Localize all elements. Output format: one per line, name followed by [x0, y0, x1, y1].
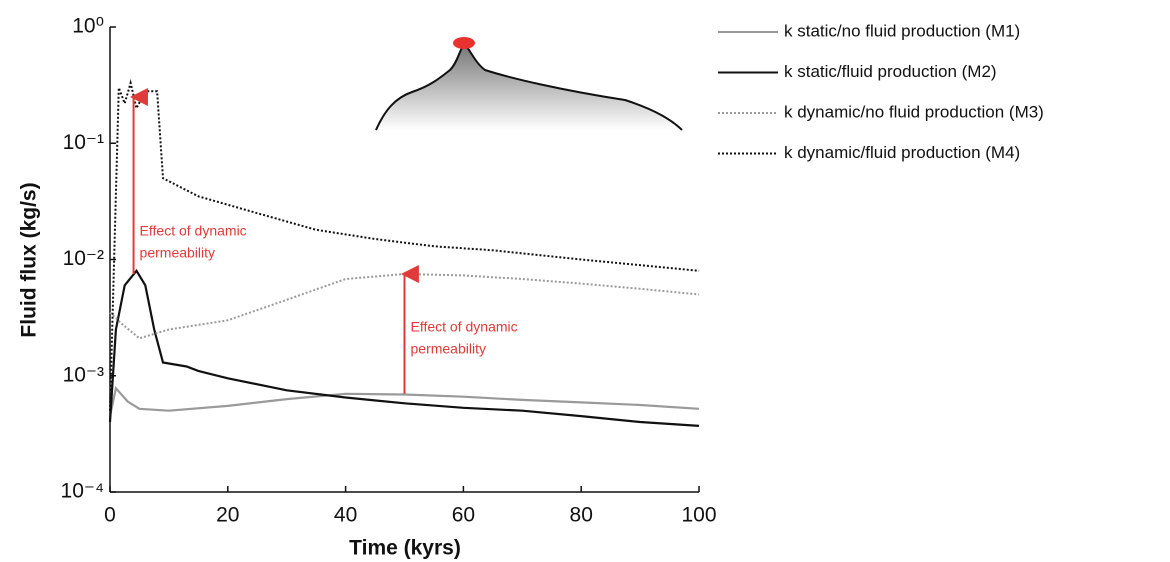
- y-axis-title: Fluid flux (kg/s): [18, 182, 41, 337]
- annotation-text: Effect of dynamic: [140, 223, 247, 239]
- y-tick-label: 10⁻⁴: [61, 480, 104, 503]
- x-tick-label: 80: [570, 504, 593, 527]
- annotation-text: permeability: [140, 245, 215, 261]
- y-tick-label: 10⁻¹: [63, 131, 104, 154]
- x-tick-label: 60: [452, 504, 475, 527]
- y-tick-label: 10⁻²: [63, 247, 104, 270]
- legend-label: k static/no fluid production (M1): [784, 21, 1020, 40]
- x-tick-label: 40: [334, 504, 357, 527]
- annotation-text: Effect of dynamic: [411, 319, 518, 335]
- legend-label: k static/fluid production (M2): [784, 62, 997, 81]
- legend-label: k dynamic/fluid production (M4): [784, 143, 1020, 162]
- x-tick-label: 100: [681, 504, 716, 527]
- y-tick-label: 10⁻³: [63, 363, 104, 386]
- series-line: [109, 79, 700, 411]
- series-line: [108, 385, 700, 417]
- y-tick-label: 10⁰: [72, 15, 104, 38]
- legend-label: k dynamic/no fluid production (M3): [784, 102, 1044, 121]
- annotation-text: permeability: [411, 341, 486, 357]
- x-tick-label: 0: [104, 504, 116, 527]
- volcano-inset: [375, 37, 683, 131]
- x-tick-label: 20: [216, 504, 239, 527]
- x-axis-title: Time (kyrs): [349, 537, 461, 560]
